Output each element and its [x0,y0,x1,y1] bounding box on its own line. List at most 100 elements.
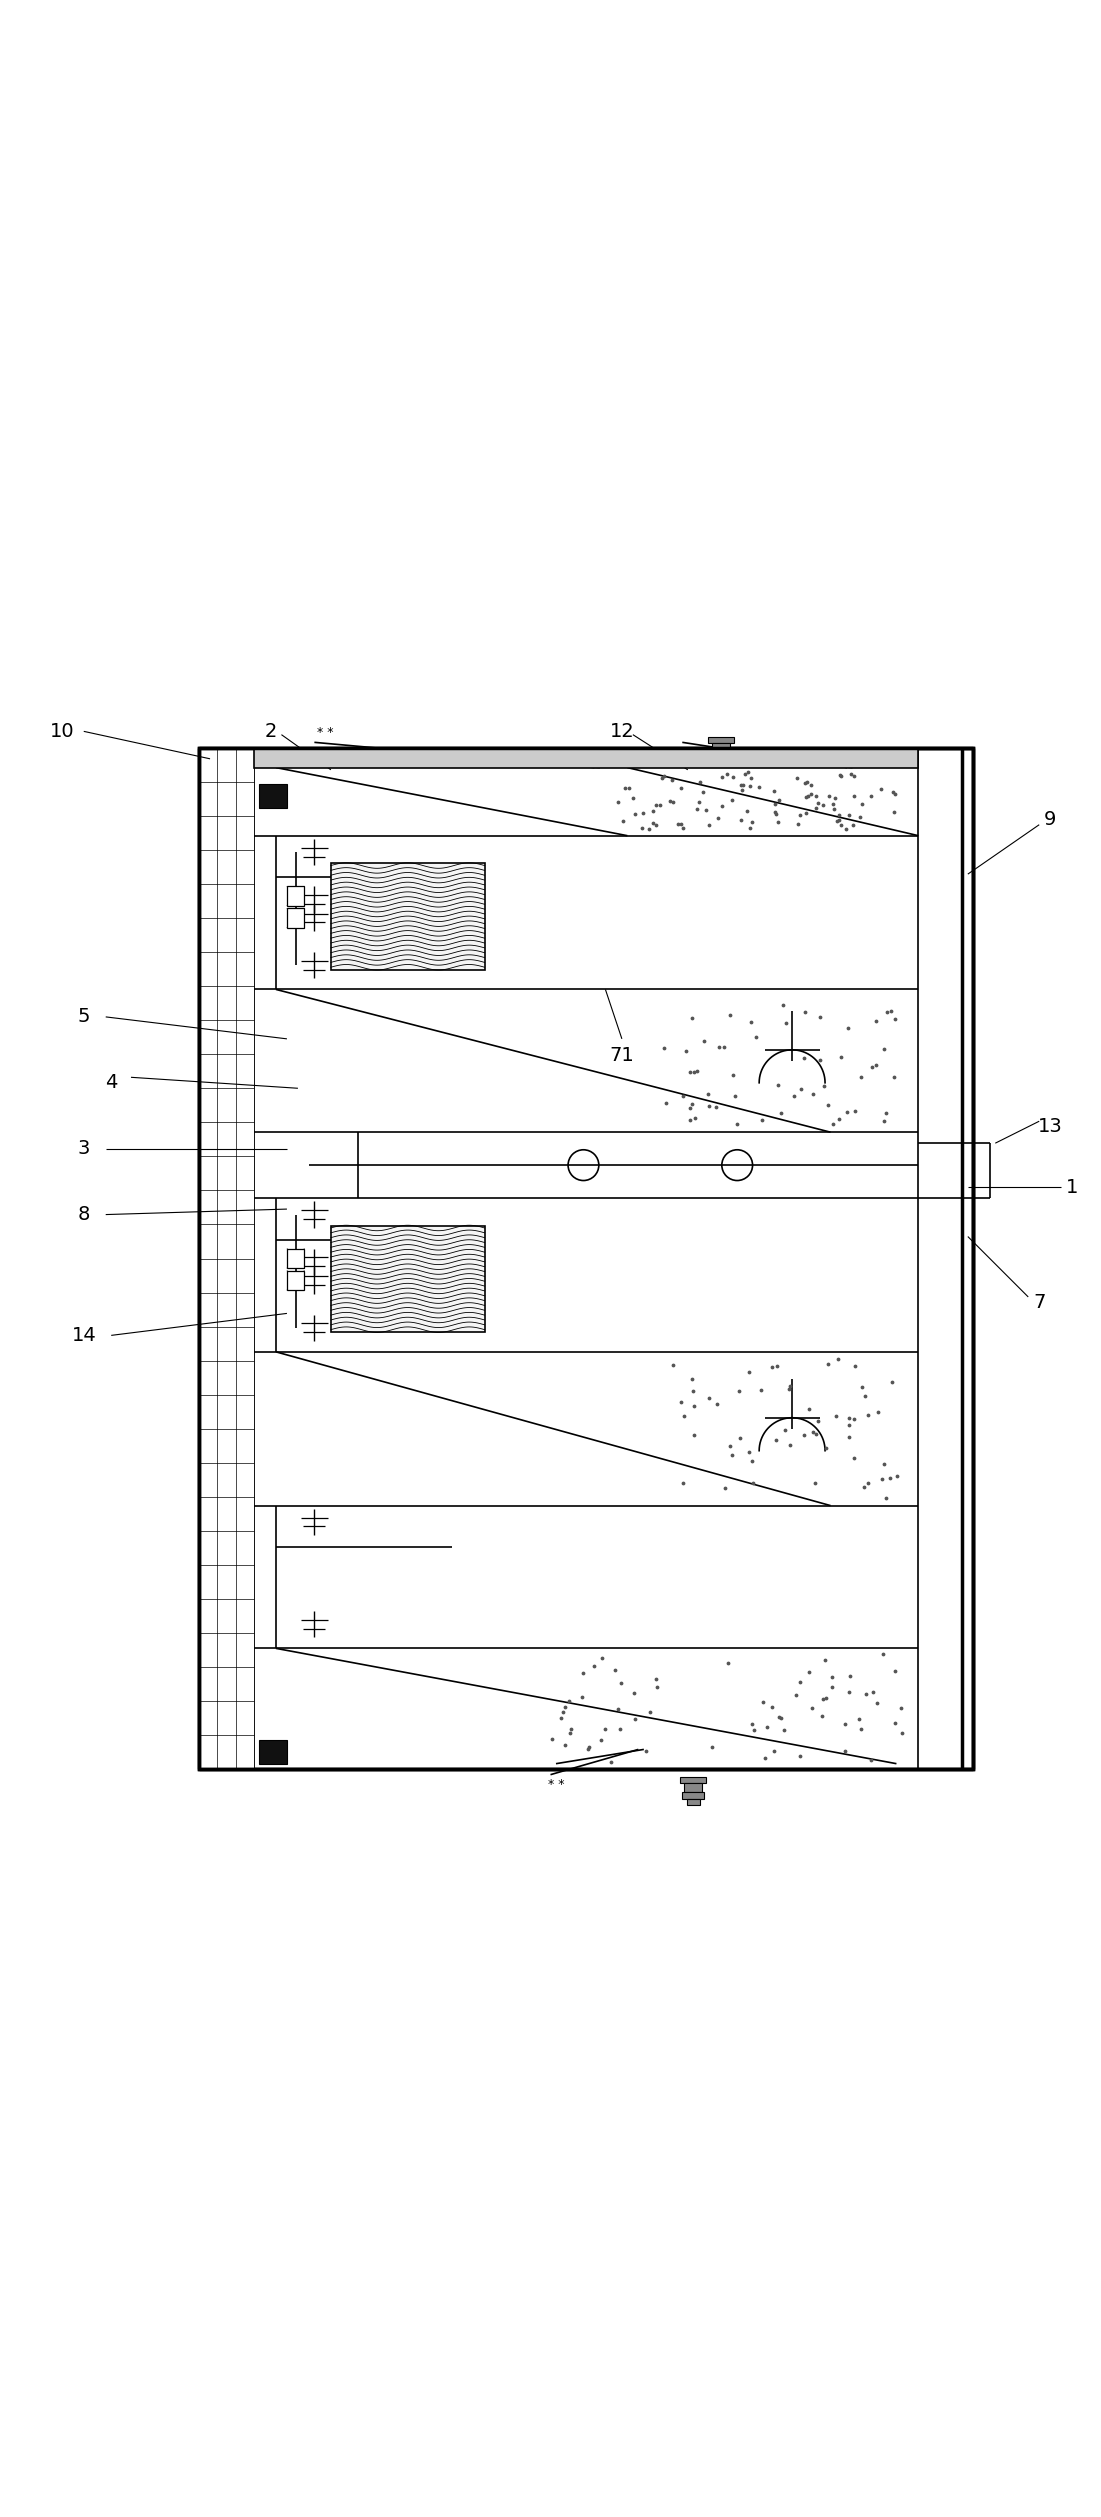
Point [832,755,850,795]
Point [723,1435,741,1475]
Point [781,1369,798,1410]
Point [884,773,902,813]
Point [624,778,642,818]
Point [719,1644,737,1684]
Point [840,795,858,836]
Text: 9: 9 [1044,810,1056,828]
Point [562,1709,579,1749]
Point [797,793,815,833]
Point [799,775,817,816]
Point [791,1661,808,1701]
Point [625,795,643,836]
Point [756,1737,774,1777]
Point [684,1359,701,1399]
Text: * *: * * [317,725,334,740]
Point [857,1674,874,1714]
Point [731,1372,749,1412]
Point [840,1399,858,1440]
Point [688,1050,706,1090]
Point [792,1070,809,1110]
Point [819,1085,837,1125]
Text: 8: 8 [77,1206,90,1223]
Point [686,1097,704,1138]
Point [602,1742,620,1782]
Point [620,768,637,808]
Point [752,1369,770,1410]
Point [876,1092,894,1133]
Point [724,758,742,798]
Point [684,997,701,1037]
Point [544,1719,562,1759]
Point [870,1392,887,1432]
Point [741,765,759,805]
Point [886,999,904,1040]
Point [682,1052,699,1092]
Point [875,1445,893,1485]
Point [877,992,895,1032]
Point [721,994,739,1034]
Point [781,1425,798,1465]
Point [830,1100,848,1140]
Point [740,753,757,793]
Point [866,1002,884,1042]
Point [743,800,761,841]
Point [831,755,849,795]
Point [690,783,708,823]
Point [840,1671,858,1712]
Point [728,1105,745,1145]
Point [832,1037,850,1077]
Point [796,1037,814,1077]
Point [781,1367,798,1407]
Point [853,785,871,826]
Point [664,1344,682,1384]
Point [559,1681,577,1722]
Point [716,1467,733,1508]
Point [743,1704,761,1744]
Point [753,1100,771,1140]
Point [723,780,741,821]
Point [816,1641,833,1681]
Point [836,1732,853,1772]
Point [886,1701,904,1742]
Point [824,1666,841,1707]
Point [663,760,680,800]
Point [763,1347,781,1387]
Point [824,783,841,823]
Point [824,1656,841,1696]
Point [815,1679,832,1719]
Point [634,793,652,833]
Point [700,805,718,846]
Point [686,1052,704,1092]
Point [857,1377,874,1417]
Point [792,795,809,836]
Text: 14: 14 [72,1326,96,1344]
Bar [199,748,254,1769]
Point [838,808,855,848]
Point [765,770,783,810]
Point [811,997,829,1037]
Point [817,1676,835,1717]
Point [695,1022,712,1062]
Text: 12: 12 [610,722,634,740]
Point [652,785,669,826]
Point [642,1691,659,1732]
Bar [331,1226,484,1331]
Point [579,1729,597,1769]
Bar [685,1785,702,1792]
Point [766,793,784,833]
Point [612,1664,630,1704]
Bar [254,748,918,768]
Point [718,755,735,795]
Point [684,1082,701,1123]
Point [875,1029,893,1070]
Point [665,783,683,823]
Point [809,783,827,823]
Point [862,1739,880,1780]
Point [844,1437,862,1477]
Point [788,803,806,843]
Point [763,1686,781,1727]
Point [795,1415,813,1455]
Point [713,785,731,826]
Bar [712,743,730,753]
Point [892,1689,909,1729]
